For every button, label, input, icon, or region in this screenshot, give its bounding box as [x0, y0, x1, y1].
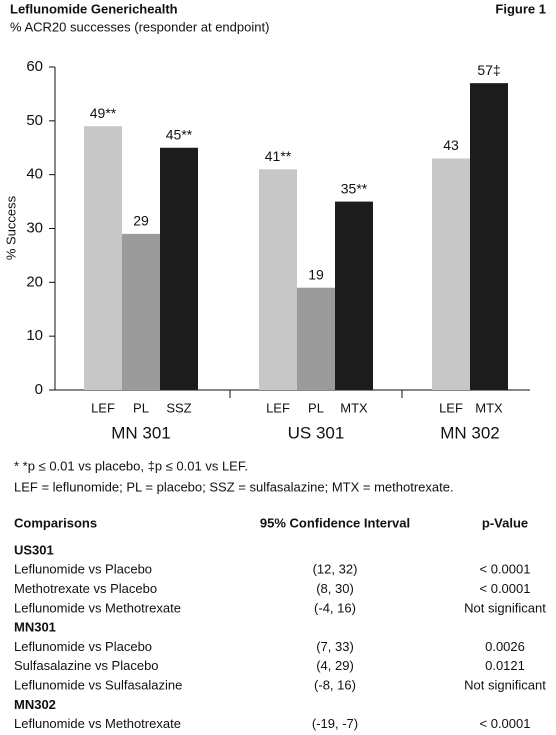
value-label: 45**: [166, 126, 193, 142]
bar: [335, 201, 373, 390]
category-label: LEF: [91, 400, 115, 415]
table-cell: Not significant: [464, 600, 546, 615]
y-tick-label: 60: [26, 58, 43, 75]
table-cell: (4, 29): [316, 658, 354, 673]
value-label: 29: [133, 213, 149, 229]
table-cell: < 0.0001: [480, 716, 531, 731]
category-label: LEF: [439, 400, 463, 415]
y-tick-label: 0: [35, 381, 43, 398]
table-cell: Not significant: [464, 678, 546, 693]
category-label: MTX: [475, 400, 503, 415]
bar: [470, 83, 508, 391]
table-cell: (-19, -7): [312, 716, 358, 731]
value-label: 41**: [265, 148, 292, 164]
group-label: US 301: [288, 423, 345, 442]
value-label: 57‡: [477, 62, 500, 78]
y-tick-label: 10: [26, 327, 43, 344]
table-cell: Leflunomide vs Sulfasalazine: [14, 678, 182, 693]
bar: [122, 233, 160, 390]
bar: [297, 287, 335, 390]
category-label: PL: [308, 400, 324, 415]
subtitle: % ACR20 successes (responder at endpoint…: [10, 19, 269, 34]
category-label: PL: [133, 400, 149, 415]
table-cell: Leflunomide vs Methotrexate: [14, 600, 181, 615]
table-cell: Sulfasalazine vs Placebo: [14, 658, 159, 673]
table-cell: Leflunomide vs Placebo: [14, 639, 152, 654]
value-label: 43: [443, 137, 459, 153]
table-cell: < 0.0001: [480, 581, 531, 596]
bar: [160, 147, 198, 390]
group-label: MN 302: [440, 423, 500, 442]
table-cell: (12, 32): [313, 562, 358, 577]
value-label: 35**: [341, 180, 368, 196]
title: Leflunomide Generichealth: [10, 1, 178, 16]
table-cell: 0.0121: [485, 658, 525, 673]
section-label: MN302: [14, 697, 56, 712]
table-cell: (8, 30): [316, 581, 354, 596]
y-tick-label: 20: [26, 273, 43, 290]
category-label: MTX: [340, 400, 368, 415]
table-cell: 0.0026: [485, 639, 525, 654]
table-header: 95% Confidence Interval: [260, 515, 410, 530]
table-cell: Leflunomide vs Methotrexate: [14, 716, 181, 731]
bar: [84, 126, 122, 390]
table-cell: < 0.0001: [480, 562, 531, 577]
y-tick-label: 50: [26, 112, 43, 129]
table-cell: Leflunomide vs Placebo: [14, 562, 152, 577]
table-cell: (-8, 16): [314, 678, 356, 693]
table-header: p-Value: [482, 515, 528, 530]
table-header: Comparisons: [14, 515, 97, 530]
bar: [432, 158, 470, 390]
category-label: SSZ: [166, 400, 191, 415]
figure-label: Figure 1: [495, 1, 546, 16]
table-cell: (-4, 16): [314, 600, 356, 615]
value-label: 49**: [90, 105, 117, 121]
footnote: * *p ≤ 0.01 vs placebo, ‡p ≤ 0.01 vs LEF…: [14, 458, 248, 473]
section-label: US301: [14, 542, 54, 557]
y-tick-label: 40: [26, 166, 43, 183]
value-label: 19: [308, 266, 324, 282]
y-tick-label: 30: [26, 219, 43, 236]
group-label: MN 301: [111, 423, 171, 442]
y-axis-label: % Success: [3, 195, 18, 260]
table-cell: Methotrexate vs Placebo: [14, 581, 157, 596]
category-label: LEF: [266, 400, 290, 415]
footnote: LEF = leflunomide; PL = placebo; SSZ = s…: [14, 479, 454, 494]
section-label: MN301: [14, 620, 56, 635]
bar: [259, 169, 297, 390]
table-cell: (7, 33): [316, 639, 354, 654]
